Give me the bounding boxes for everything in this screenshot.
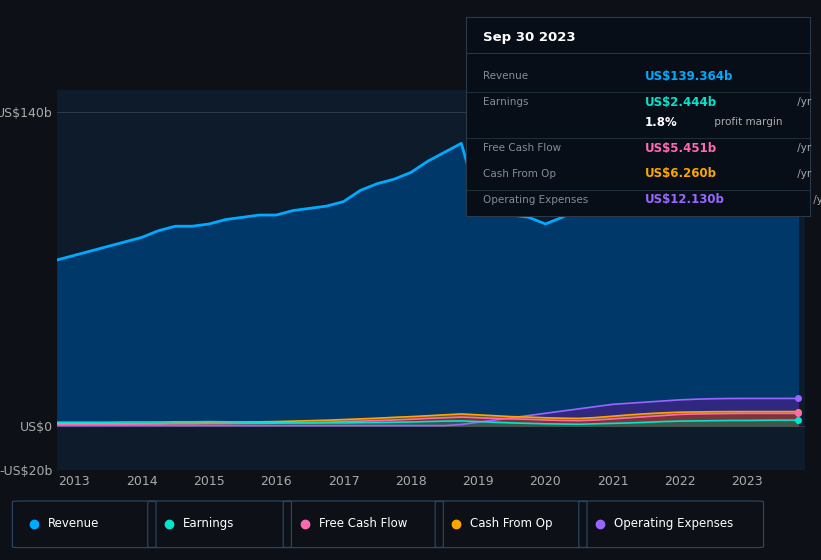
Text: Free Cash Flow: Free Cash Flow: [319, 517, 407, 530]
Text: Free Cash Flow: Free Cash Flow: [483, 143, 561, 153]
Text: /yr: /yr: [810, 195, 821, 205]
Text: Cash From Op: Cash From Op: [483, 169, 556, 179]
Text: US$2.444b: US$2.444b: [644, 96, 717, 109]
Text: US$12.130b: US$12.130b: [644, 193, 725, 206]
Text: Sep 30 2023: Sep 30 2023: [483, 31, 576, 44]
Text: Revenue: Revenue: [48, 517, 99, 530]
Text: Earnings: Earnings: [183, 517, 235, 530]
Text: /yr: /yr: [794, 143, 811, 153]
Text: US$5.451b: US$5.451b: [644, 142, 717, 155]
Text: Operating Expenses: Operating Expenses: [483, 195, 588, 205]
Text: 1.8%: 1.8%: [644, 116, 677, 129]
Text: profit margin: profit margin: [711, 117, 782, 127]
Text: Earnings: Earnings: [483, 97, 528, 108]
Text: /yr: /yr: [794, 97, 811, 108]
Text: /yr: /yr: [794, 169, 811, 179]
Text: US$139.364b: US$139.364b: [644, 70, 733, 83]
Text: US$6.260b: US$6.260b: [644, 167, 717, 180]
Text: Cash From Op: Cash From Op: [470, 517, 553, 530]
Text: Revenue: Revenue: [483, 72, 528, 81]
Text: Operating Expenses: Operating Expenses: [614, 517, 733, 530]
